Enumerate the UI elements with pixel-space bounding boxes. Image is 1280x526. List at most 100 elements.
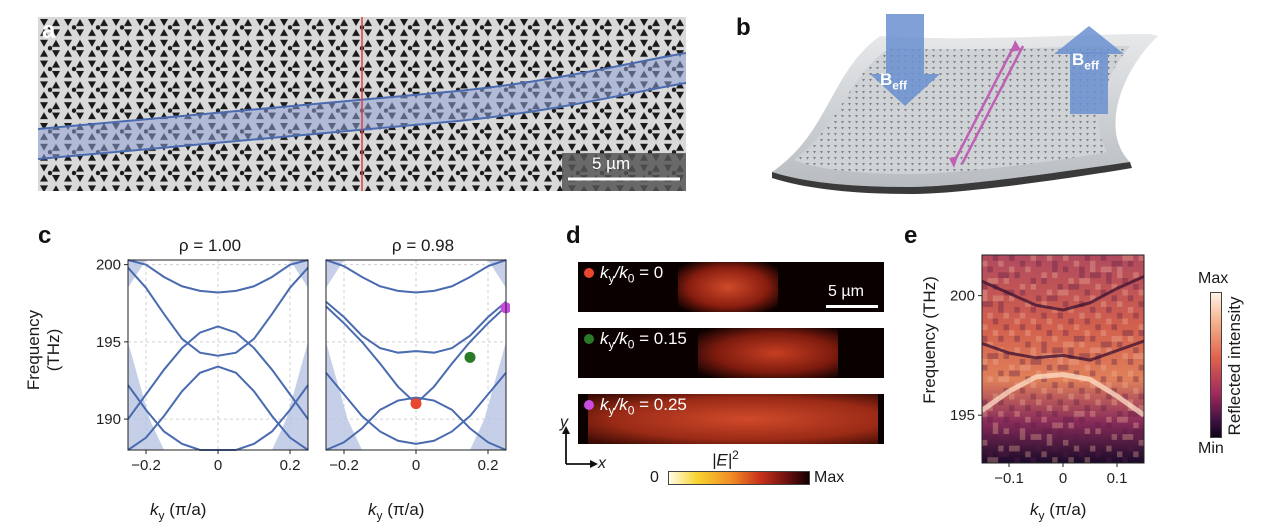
heatmap-cell bbox=[1111, 399, 1117, 406]
heatmap-cell bbox=[1063, 255, 1069, 261]
heatmap-cell bbox=[1127, 399, 1134, 406]
heatmap-cell bbox=[1079, 341, 1085, 348]
heatmap-cell bbox=[1084, 330, 1090, 336]
panel-letter-e: e bbox=[904, 222, 918, 249]
heatmap-cell bbox=[1019, 439, 1026, 446]
heatmap-cell bbox=[1117, 411, 1123, 417]
heatmap-cell bbox=[1100, 439, 1107, 446]
heatmap-cell bbox=[1133, 353, 1139, 359]
heatmap-cell bbox=[987, 301, 993, 307]
heatmap-cell bbox=[1084, 278, 1090, 284]
heatmap-cell bbox=[1100, 301, 1107, 307]
heatmap-cell bbox=[1106, 445, 1112, 452]
heatmap-cell bbox=[1052, 347, 1058, 354]
heatmap-cell bbox=[1095, 387, 1101, 394]
beff-label-right: Beff bbox=[1072, 50, 1099, 72]
heatmap-cell bbox=[1127, 255, 1134, 261]
heatmap-cell bbox=[1025, 439, 1031, 446]
field-map-list bbox=[578, 262, 884, 446]
field-map-label-part: 0 bbox=[627, 337, 635, 352]
heatmap-cell bbox=[1127, 335, 1134, 342]
heatmap-cell bbox=[998, 376, 1004, 383]
heatmap-cell bbox=[1111, 324, 1117, 331]
heatmap-cell bbox=[1003, 376, 1009, 383]
x-tick-label: −0.1 bbox=[994, 470, 1024, 485]
xlabel-left-sub: y bbox=[158, 508, 165, 523]
field-map-label-part: 0 bbox=[627, 271, 635, 286]
field-map-label-2: ky/k0 = 0.15 bbox=[584, 328, 687, 355]
heatmap-cell bbox=[1133, 428, 1139, 435]
y-tick-label: 200 bbox=[950, 288, 975, 305]
band-marker-1 bbox=[464, 351, 476, 363]
heatmap-cell bbox=[1041, 387, 1047, 394]
heatmap-cell bbox=[1084, 434, 1090, 440]
heatmap-cell bbox=[1138, 289, 1144, 296]
heatmap-cell bbox=[1025, 266, 1031, 273]
panel-letter-c: c bbox=[38, 222, 52, 249]
heatmap-cell bbox=[1003, 312, 1009, 319]
heatmap-cell bbox=[1057, 312, 1063, 319]
heatmap-cell bbox=[1138, 428, 1144, 435]
heatmap-cell bbox=[1014, 318, 1020, 325]
heatmap-cell bbox=[992, 278, 999, 284]
heatmap-cell bbox=[1095, 399, 1101, 406]
heatmap-cell bbox=[992, 393, 999, 400]
heatmap-cell bbox=[1041, 301, 1047, 307]
heatmap-cell bbox=[1090, 347, 1096, 354]
heatmap-cell bbox=[1052, 422, 1058, 429]
heatmap-cell bbox=[1030, 393, 1036, 400]
heatmap-cell bbox=[1095, 312, 1101, 319]
heatmap-cell bbox=[1079, 312, 1085, 319]
heatmap-cell bbox=[1009, 405, 1015, 411]
field-map-label-3: ky/k0 = 0.25 bbox=[584, 394, 687, 421]
heatmap-cell bbox=[1111, 434, 1117, 440]
heatmap-cell bbox=[1106, 341, 1112, 348]
heatmap-cell bbox=[1090, 445, 1096, 452]
x-tick-label: −0.2 bbox=[329, 457, 359, 474]
heatmap-cell bbox=[1057, 283, 1063, 290]
scale-bar-d bbox=[826, 305, 878, 308]
band-line-1 bbox=[325, 300, 507, 354]
heatmap-cell bbox=[1138, 255, 1144, 261]
heatmap-cell bbox=[1046, 318, 1053, 325]
heatmap-cell bbox=[998, 260, 1004, 267]
heatmap-cell bbox=[1025, 416, 1031, 423]
colorbar-d-min: 0 bbox=[650, 469, 659, 486]
heatmap-cell bbox=[998, 451, 1004, 458]
beff-label-left: Beff bbox=[880, 70, 907, 92]
panel-c-xlabel-right: ky (π/a) bbox=[368, 500, 424, 522]
heatmap-cell bbox=[1063, 330, 1069, 336]
heatmap-cell bbox=[1036, 445, 1042, 452]
heatmap-cell bbox=[1030, 255, 1036, 261]
heatmap-cell bbox=[1003, 324, 1009, 331]
panel-c-xlabel-left: ky (π/a) bbox=[150, 500, 206, 522]
heatmap-cell bbox=[1106, 307, 1112, 313]
heatmap-cell bbox=[1030, 283, 1036, 290]
heatmap-cell bbox=[1095, 451, 1101, 458]
heatmap-cell bbox=[1127, 330, 1134, 336]
heatmap-cell bbox=[1122, 318, 1128, 325]
heatmap-cell bbox=[1111, 260, 1117, 267]
heatmap-cell bbox=[1111, 283, 1117, 290]
colorbar-e-max: Max bbox=[1198, 270, 1229, 287]
heatmap-cell bbox=[992, 353, 999, 359]
heatmap-cell bbox=[992, 457, 999, 463]
heatmap-band-1 bbox=[981, 339, 1145, 362]
heatmap-cell bbox=[1111, 295, 1117, 302]
heatmap-cell bbox=[1057, 434, 1063, 440]
heatmap-cell bbox=[1046, 330, 1053, 336]
heatmap-cell bbox=[1084, 318, 1090, 325]
heatmap-cell bbox=[1036, 370, 1042, 377]
heatmap-cell bbox=[1095, 422, 1101, 429]
axis-y-label: y bbox=[560, 414, 568, 431]
heatmap-cell bbox=[1057, 289, 1063, 296]
heatmap-cell bbox=[1025, 451, 1031, 458]
heatmap-cell bbox=[987, 266, 993, 273]
band-plot-left: −0.2 0 0.2 190 195 200 bbox=[96, 257, 309, 474]
heatmap-cell bbox=[987, 376, 993, 383]
heatmap-cell bbox=[1009, 393, 1015, 400]
heatmap-cell bbox=[1084, 405, 1090, 411]
heatmap-cell bbox=[1046, 405, 1053, 411]
heatmap-cell bbox=[1117, 451, 1123, 458]
heatmap-cell bbox=[1025, 405, 1031, 411]
